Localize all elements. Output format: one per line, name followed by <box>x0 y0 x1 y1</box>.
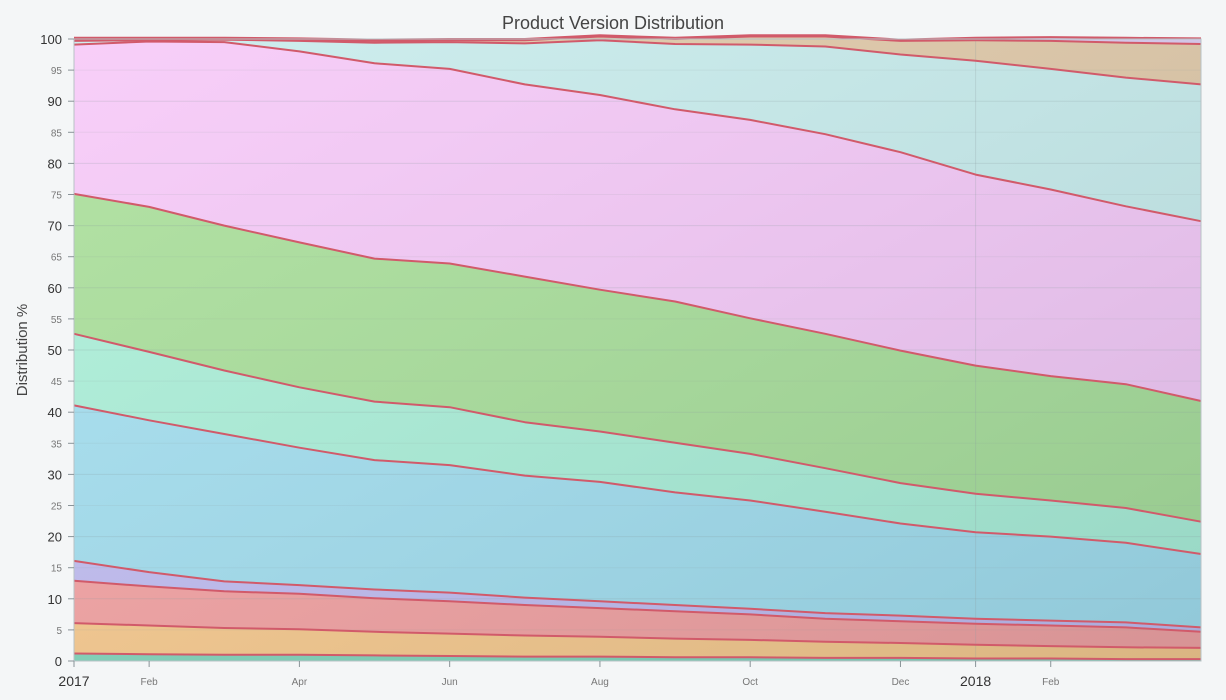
x-tick-label: Jun <box>442 677 458 688</box>
y-tick-label: 70 <box>48 219 62 234</box>
x-tick-label: Feb <box>141 677 159 688</box>
x-tick-label: Aug <box>591 677 609 688</box>
series-line-8 <box>73 40 1202 223</box>
y-tick-label: 95 <box>51 66 63 77</box>
plot-shading <box>74 39 1201 661</box>
y-tick-label: 55 <box>51 315 63 326</box>
x-tick-label: Apr <box>292 677 308 688</box>
x-tick-label: 2017 <box>58 673 89 689</box>
y-tick-label: 85 <box>51 128 63 139</box>
y-tick-label: 90 <box>48 94 62 109</box>
chart-title: Product Version Distribution <box>502 13 724 33</box>
series-line-11 <box>74 34 1202 41</box>
y-tick-label: 30 <box>48 467 62 482</box>
x-ticks: 2017 Feb Apr Jun Aug Oct Dec 2018 Feb <box>58 661 1060 689</box>
series-line-6 <box>73 332 1202 523</box>
y-tick-label: 10 <box>48 592 62 607</box>
x-tick-label: 2018 <box>960 673 991 689</box>
y-tick-label: 5 <box>56 626 62 637</box>
y-tick-label: 75 <box>51 191 63 202</box>
y-tick-label: 15 <box>51 564 63 575</box>
y-tick-label: 0 <box>55 654 62 669</box>
series-line-4 <box>73 559 1202 629</box>
y-axis-label: Distribution % <box>14 304 31 397</box>
x-tick-label: Oct <box>742 677 758 688</box>
series-line-2 <box>73 622 1202 649</box>
series-line-5 <box>73 404 1202 555</box>
y-ticks: 0 5 10 15 20 25 30 35 40 45 50 55 60 65 70 75 80 85 90 95 10… <box>40 32 74 669</box>
areas <box>73 35 1201 662</box>
y-tick-label: 65 <box>51 253 63 264</box>
y-tick-label: 45 <box>51 377 63 388</box>
y-tick-label: 40 <box>48 405 62 420</box>
y-tick-label: 25 <box>51 502 63 513</box>
x-tick-label: Feb <box>1042 677 1060 688</box>
y-tick-label: 100 <box>40 32 62 47</box>
y-tick-label: 50 <box>48 343 62 358</box>
y-tick-label: 60 <box>48 281 62 296</box>
series-lines <box>73 34 1202 661</box>
x-tick-label: Dec <box>892 677 910 688</box>
series-line-7 <box>73 192 1202 402</box>
y-tick-label: 20 <box>48 530 62 545</box>
series-line-3 <box>73 579 1202 633</box>
series-line-1 <box>73 652 1201 661</box>
y-tick-label: 35 <box>51 439 63 450</box>
y-tick-label: 80 <box>48 156 62 171</box>
